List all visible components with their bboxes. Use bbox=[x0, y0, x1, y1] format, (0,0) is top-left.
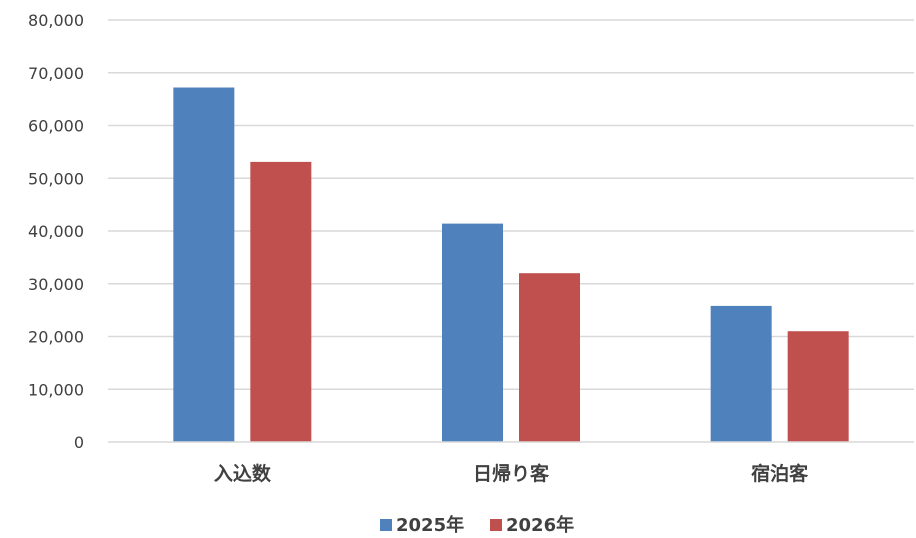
legend: 2025年 2026年 bbox=[380, 514, 574, 536]
gridlines bbox=[108, 19, 914, 390]
bar bbox=[442, 223, 503, 442]
bars bbox=[173, 87, 849, 443]
y-tick-label: 10,000 bbox=[28, 380, 84, 399]
legend-label: 2026年 bbox=[506, 514, 574, 536]
x-category-label: 入込数 bbox=[214, 462, 272, 485]
x-axis-category-labels: 入込数 日帰り客 宿泊客 bbox=[214, 462, 809, 485]
legend-label: 2025年 bbox=[396, 514, 464, 536]
bar bbox=[519, 273, 580, 442]
x-category-label: 宿泊客 bbox=[751, 462, 809, 485]
x-category-label: 日帰り客 bbox=[473, 462, 550, 485]
bar bbox=[710, 305, 772, 442]
legend-swatch bbox=[490, 519, 502, 531]
y-axis-tick-labels: 0 10,000 20,000 30,000 40,000 50,000 60,000 70,… bbox=[28, 11, 84, 452]
y-tick-label: 80,000 bbox=[28, 11, 84, 30]
y-tick-label: 40,000 bbox=[28, 222, 84, 241]
y-tick-label: 0 bbox=[74, 433, 84, 452]
y-tick-label: 30,000 bbox=[28, 275, 84, 294]
legend-swatch bbox=[380, 519, 392, 531]
y-tick-label: 20,000 bbox=[28, 328, 84, 347]
y-tick-label: 50,000 bbox=[28, 169, 84, 188]
y-tick-label: 70,000 bbox=[28, 64, 84, 83]
y-tick-label: 60,000 bbox=[28, 117, 84, 136]
bar bbox=[173, 87, 235, 443]
bar bbox=[250, 161, 312, 442]
bar bbox=[787, 331, 849, 442]
